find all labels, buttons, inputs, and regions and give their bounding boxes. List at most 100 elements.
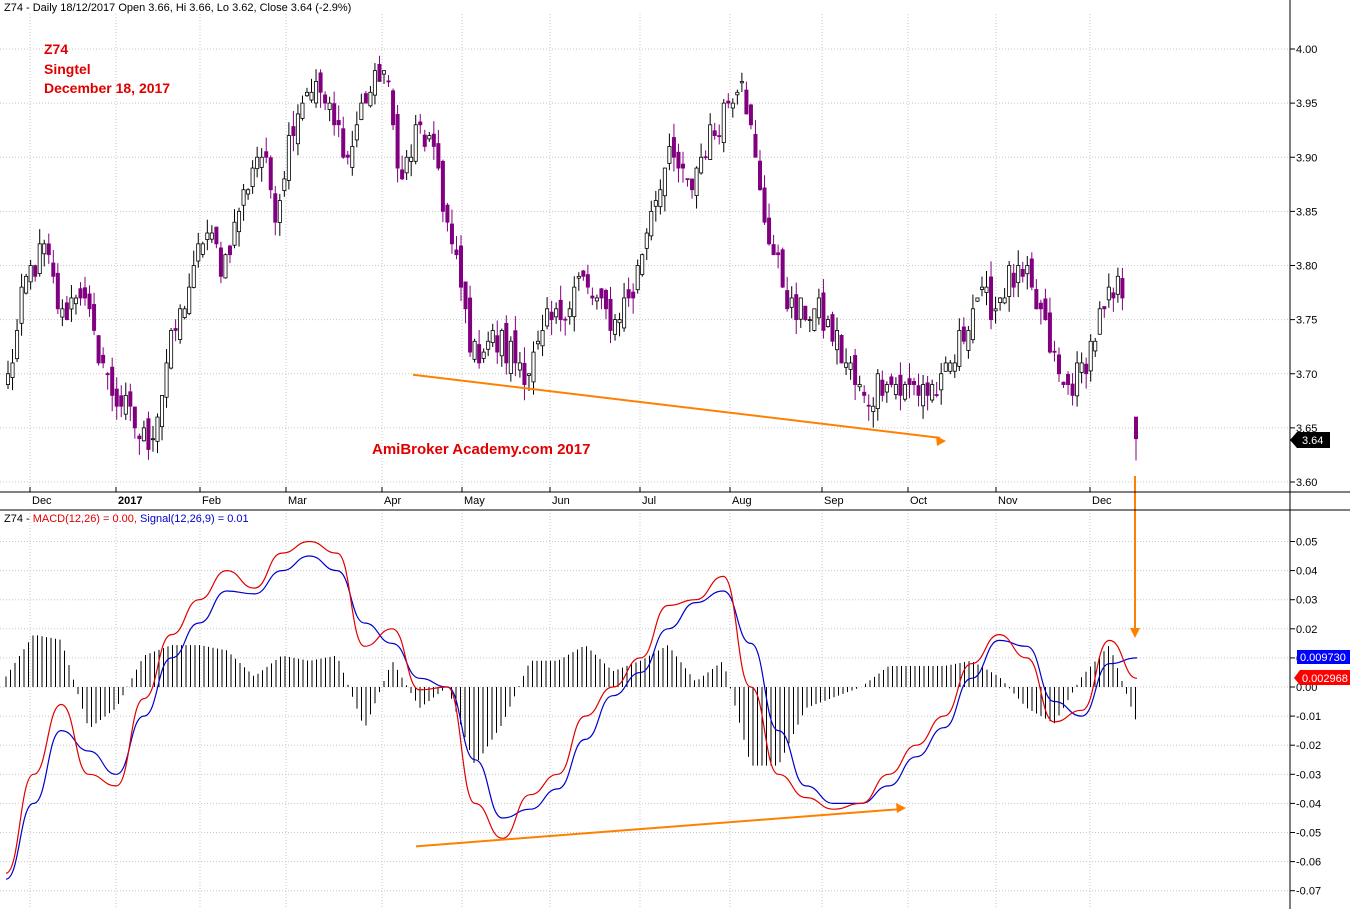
- candle-body: [1043, 298, 1048, 321]
- candle-body: [563, 318, 568, 321]
- candle-body: [699, 156, 704, 174]
- price-tick-label: 3.65: [1296, 423, 1317, 435]
- date-annotation: December 18, 2017: [44, 80, 170, 96]
- candle-body: [789, 297, 794, 308]
- candle-body: [803, 305, 808, 321]
- candle-body: [128, 391, 133, 407]
- candle-body: [409, 156, 414, 162]
- candle-body: [345, 154, 350, 158]
- candle-body: [354, 124, 359, 141]
- candle-body: [939, 373, 944, 391]
- candle-body: [19, 286, 24, 324]
- macd-value-tag: 0.009730: [1297, 650, 1350, 664]
- candle-body: [60, 308, 65, 318]
- candle-body: [87, 293, 92, 310]
- candle-body: [880, 379, 885, 396]
- macd-header-signal: Signal(12,26,9) = 0.01: [140, 513, 249, 525]
- candle-body: [205, 232, 210, 240]
- candle-body: [984, 286, 989, 293]
- candle-body: [812, 308, 817, 331]
- candle-body: [1084, 363, 1089, 375]
- candle-body: [291, 126, 296, 137]
- candle-body: [613, 319, 618, 335]
- candle-body: [848, 362, 853, 370]
- price-tick-label: 3.60: [1296, 477, 1317, 489]
- macd-header-macd: MACD(12,26) = 0.00,: [33, 513, 140, 525]
- candle-body: [1070, 383, 1075, 396]
- candle-body: [948, 362, 953, 372]
- candle-body: [554, 308, 559, 318]
- price-tick-label: 3.90: [1296, 152, 1317, 164]
- macd-tick-label: -0.06: [1296, 857, 1321, 869]
- candle-body: [536, 340, 541, 345]
- month-label: Apr: [384, 495, 401, 507]
- candle-body: [767, 217, 772, 245]
- candle-body: [300, 102, 305, 119]
- candle-body: [191, 265, 196, 288]
- candle-body: [617, 319, 622, 324]
- candle-body: [608, 298, 613, 331]
- candle-body: [196, 243, 201, 262]
- candle-body: [884, 384, 889, 393]
- candle-body: [1120, 277, 1125, 299]
- candle-body: [141, 427, 146, 442]
- candle-body: [1102, 306, 1107, 310]
- candle-body: [508, 340, 513, 374]
- candle-body: [998, 297, 1003, 304]
- candle-body: [522, 362, 527, 385]
- candle-body: [372, 70, 377, 96]
- candle-body: [413, 124, 418, 162]
- ticker-annotation: Z74: [44, 41, 68, 57]
- candle-body: [531, 351, 536, 383]
- candlestick-series: [6, 55, 1140, 638]
- candle-body: [862, 391, 867, 396]
- candle-body: [490, 330, 495, 343]
- candle-body: [603, 290, 608, 310]
- candle-body: [400, 169, 405, 180]
- candle-body: [28, 265, 33, 283]
- candle-body: [513, 330, 518, 364]
- candle-body: [273, 193, 278, 223]
- price-tick-label: 3.80: [1296, 261, 1317, 273]
- candle-body: [1066, 373, 1071, 385]
- candle-body: [1097, 308, 1102, 335]
- candle-body: [653, 200, 658, 207]
- macd-header-prefix: Z74 -: [4, 513, 33, 525]
- macd-tick-label: -0.03: [1296, 769, 1321, 781]
- candle-body: [495, 335, 500, 353]
- candle-body: [1079, 362, 1084, 373]
- candle-body: [1075, 362, 1080, 397]
- candle-body: [835, 330, 840, 351]
- candle-body: [286, 135, 291, 181]
- candle-body: [658, 189, 663, 208]
- candle-body: [359, 102, 364, 120]
- candle-body: [264, 151, 269, 158]
- candle-body: [902, 384, 907, 400]
- candle-body: [898, 374, 903, 396]
- month-label: Sep: [824, 495, 844, 507]
- candle-body: [477, 344, 482, 364]
- candle-body: [726, 100, 731, 104]
- candle-body: [214, 226, 219, 245]
- price-tick-label: 4.00: [1296, 44, 1317, 56]
- candle-body: [101, 354, 106, 364]
- candle-body: [1011, 272, 1016, 288]
- macd-tick-label: -0.07: [1296, 886, 1321, 898]
- candle-body: [350, 146, 355, 168]
- candle-body: [486, 340, 491, 350]
- candle-body: [259, 156, 264, 168]
- candle-body: [422, 134, 427, 147]
- candle-body: [282, 178, 287, 191]
- candle-body: [169, 330, 174, 369]
- candle-body: [1025, 265, 1030, 275]
- candle-body: [966, 330, 971, 351]
- candle-body: [436, 143, 441, 169]
- candle-body: [1115, 275, 1120, 295]
- macd-tick-label: -0.05: [1296, 828, 1321, 840]
- signal-value-label: 0.002968: [1302, 673, 1348, 685]
- candle-body: [150, 438, 155, 441]
- candle-body: [934, 394, 939, 396]
- candle-body: [160, 394, 165, 428]
- company-annotation: Singtel: [44, 61, 91, 77]
